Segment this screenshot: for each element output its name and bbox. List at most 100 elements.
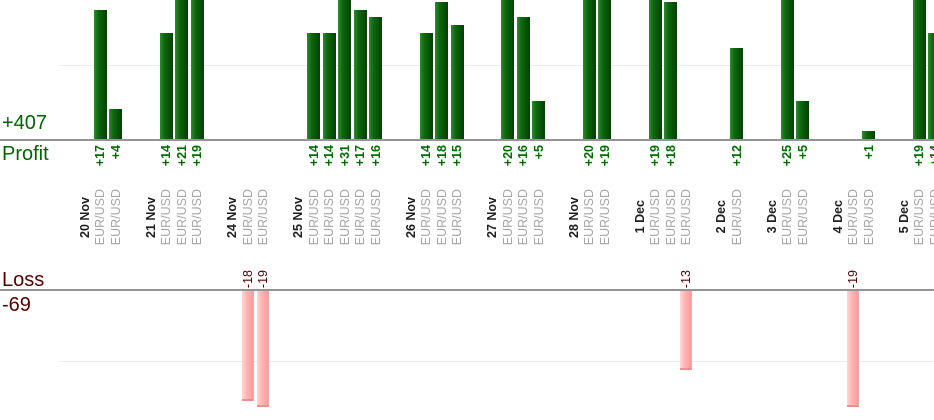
date-group: 1 Dec +19 EUR/USD +18 EUR/USD -13 EUR/USD: [632, 0, 694, 420]
profit-bar: [159, 32, 173, 139]
date-label: 27 Nov: [485, 196, 500, 238]
trade-value-label: +4: [108, 145, 123, 160]
trade-column: +14 EUR/USD: [419, 0, 435, 420]
trade-column: +1 EUR/USD: [861, 0, 877, 420]
profit-bar: [780, 0, 794, 139]
date-column: 26 Nov: [403, 0, 419, 420]
trade-column: +14 EUR/USD: [322, 0, 338, 420]
trade-symbol-label: EUR/USD: [648, 188, 663, 246]
trade-column: +18 EUR/USD: [663, 0, 679, 420]
date-group: 3 Dec +25 EUR/USD +5 EUR/USD: [764, 0, 811, 420]
date-group: 2 Dec +12 EUR/USD: [714, 0, 745, 420]
trade-column: -19 EUR/USD: [846, 0, 862, 420]
trade-value-label: -19: [846, 269, 861, 288]
date-label: 25 Nov: [291, 196, 306, 238]
profit-bar: [796, 101, 809, 139]
trade-column: +5 EUR/USD: [531, 0, 547, 420]
date-group: 20 Nov +17 EUR/USD +4 EUR/USD: [77, 0, 124, 420]
trade-value-label: -13: [679, 269, 694, 288]
trade-column: +14 EUR/USD: [927, 0, 934, 420]
trade-column: +4 EUR/USD: [108, 0, 124, 420]
profit-bar: [598, 0, 611, 139]
trade-symbol-label: EUR/USD: [434, 188, 449, 246]
date-column: 4 Dec: [830, 0, 846, 420]
trade-value-label: -18: [240, 269, 255, 288]
loss-bar: [257, 291, 269, 407]
date-label: 24 Nov: [225, 196, 240, 238]
trade-column: +17 EUR/USD: [93, 0, 109, 420]
trade-symbol-label: EUR/USD: [729, 188, 744, 246]
trade-column: -13 EUR/USD: [679, 0, 695, 420]
profit-total-label: +407: [2, 112, 48, 134]
profit-bar: [664, 2, 677, 139]
trade-column: +20 EUR/USD: [582, 0, 598, 420]
loss-axis-label: Loss: [2, 269, 45, 291]
trade-symbol-label: EUR/USD: [795, 188, 810, 246]
trade-column: -19 EUR/USD: [256, 0, 272, 420]
profit-bar: [109, 108, 122, 139]
date-group: 27 Nov +20 EUR/USD +16 EUR/USD +5 EUR/USD: [485, 0, 547, 420]
date-column: 28 Nov: [566, 0, 582, 420]
loss-bar: [680, 291, 692, 371]
profit-bar: [516, 17, 530, 139]
trade-symbol-label: EUR/USD: [240, 188, 255, 246]
trade-column: +21 EUR/USD: [174, 0, 190, 420]
trade-symbol-label: EUR/USD: [450, 188, 465, 246]
trade-column: +16 EUR/USD: [516, 0, 532, 420]
profit-baseline: [0, 139, 934, 141]
date-group: 26 Nov +14 EUR/USD +18 EUR/USD +15 EUR/USD: [403, 0, 465, 420]
trade-column: +14 EUR/USD: [306, 0, 322, 420]
loss-gridline: [60, 361, 934, 362]
profit-bar: [338, 0, 351, 139]
trade-column: +19 EUR/USD: [648, 0, 664, 420]
date-column: 27 Nov: [485, 0, 501, 420]
loss-total-label: -69: [2, 294, 31, 316]
date-column: 21 Nov: [143, 0, 159, 420]
trade-symbol-label: EUR/USD: [927, 188, 934, 246]
date-column: 20 Nov: [77, 0, 93, 420]
trade-column: +16 EUR/USD: [368, 0, 384, 420]
profit-bar: [928, 32, 934, 139]
loss-bar: [847, 291, 859, 407]
trade-symbol-label: EUR/USD: [353, 188, 368, 246]
trade-symbol-label: EUR/USD: [582, 188, 597, 246]
loss-bar: [241, 291, 254, 401]
profit-axis-label: Profit: [2, 143, 49, 165]
trade-symbol-label: EUR/USD: [419, 188, 434, 246]
date-group: 5 Dec +19 EUR/USD +14 EUR/USD: [896, 0, 934, 420]
profit-bar: [175, 0, 188, 139]
date-column: 3 Dec: [764, 0, 780, 420]
trade-column: +19 EUR/USD: [190, 0, 206, 420]
trade-symbol-label: EUR/USD: [108, 188, 123, 246]
trade-value-label: -19: [256, 269, 271, 288]
date-column: 2 Dec: [714, 0, 730, 420]
trade-column: +14 EUR/USD: [159, 0, 175, 420]
date-column: 25 Nov: [291, 0, 307, 420]
trade-symbol-label: EUR/USD: [846, 188, 861, 246]
trade-symbol-label: EUR/USD: [93, 188, 108, 246]
profit-bar: [322, 32, 336, 139]
date-label: 4 Dec: [830, 200, 845, 234]
trade-symbol-label: EUR/USD: [337, 188, 352, 246]
trade-column: +18 EUR/USD: [434, 0, 450, 420]
trade-symbol-label: EUR/USD: [861, 188, 876, 246]
date-label: 21 Nov: [143, 196, 158, 238]
trade-symbol-label: EUR/USD: [306, 188, 321, 246]
date-label: 3 Dec: [764, 200, 779, 234]
trade-column: +31 EUR/USD: [337, 0, 353, 420]
trade-symbol-label: EUR/USD: [516, 188, 531, 246]
profit-bar: [435, 2, 448, 139]
profit-bar: [369, 17, 382, 139]
profit-bar: [190, 0, 204, 139]
date-group: 28 Nov +20 EUR/USD +19 EUR/USD: [566, 0, 613, 420]
trade-column: +12 EUR/USD: [729, 0, 745, 420]
profit-bar: [93, 9, 107, 139]
date-group: 4 Dec -19 EUR/USD +1 EUR/USD: [830, 0, 877, 420]
trade-symbol-label: EUR/USD: [679, 188, 694, 246]
profit-bar: [582, 0, 596, 139]
profit-bar: [501, 0, 514, 139]
trade-column: +19 EUR/USD: [597, 0, 613, 420]
date-group: 21 Nov +14 EUR/USD +21 EUR/USD +19 EUR/USD: [143, 0, 205, 420]
date-group: 25 Nov +14 EUR/USD +14 EUR/USD +31 EUR/USD +17 E…: [291, 0, 384, 420]
